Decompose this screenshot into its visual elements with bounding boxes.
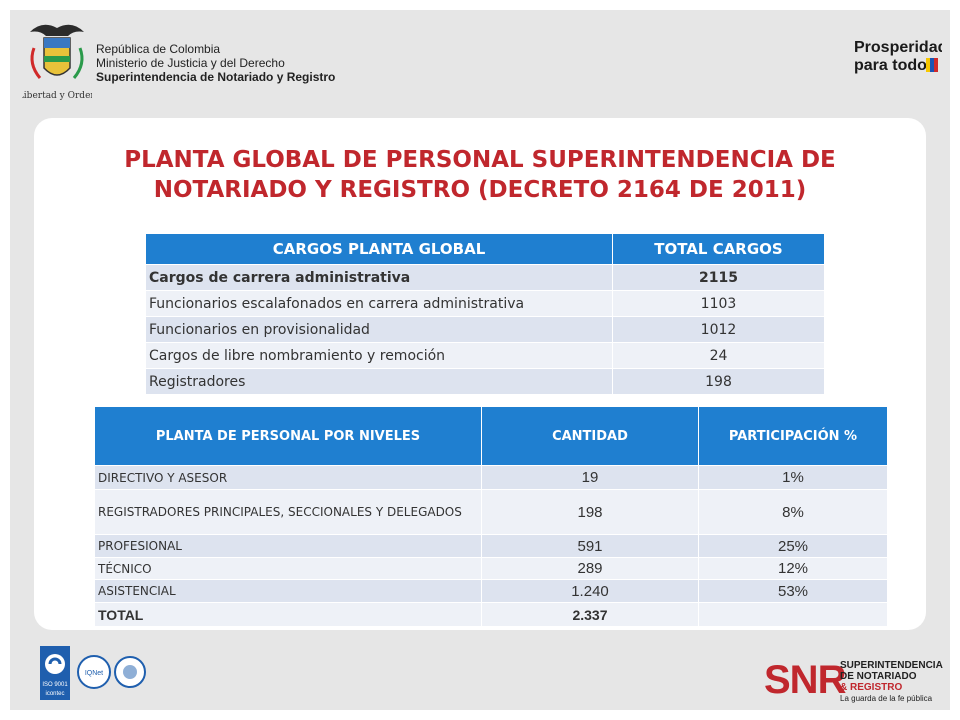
level-quantity: 1.240: [481, 579, 699, 603]
table-row: ASISTENCIAL 1.240 53%: [94, 579, 888, 603]
table-row: Cargos de carrera administrativa 2115: [145, 264, 825, 291]
gov-line-2: Ministerio de Justicia y del Derecho: [96, 56, 285, 70]
cert-iso-label: ISO 9001: [42, 682, 68, 688]
iqnet-icon: [77, 655, 111, 689]
level-name: DIRECTIVO Y ASESOR: [94, 465, 482, 490]
table2-header-quantity: CANTIDAD: [481, 406, 699, 466]
staff-levels-table: PLANTA DE PERSONAL POR NIVELES CANTIDAD …: [94, 406, 888, 627]
level-quantity: 19: [481, 465, 699, 490]
snr-tagline: La guarda de la fe pública: [840, 694, 933, 703]
total-label: TOTAL: [94, 602, 482, 627]
snr-acronym: SNR: [764, 658, 846, 702]
cert-iqnet-label: IQNet: [85, 670, 103, 677]
coat-of-arms-icon: Libertad y Orden: [22, 24, 92, 101]
row-label: Cargos de carrera administrativa: [145, 264, 613, 291]
level-quantity: 591: [481, 534, 699, 558]
row-label: Funcionarios en provisionalidad: [145, 316, 613, 343]
level-percentage: 12%: [698, 557, 888, 580]
table-row: TÉCNICO 289 12%: [94, 557, 888, 580]
level-percentage: 25%: [698, 534, 888, 558]
row-value: 198: [612, 368, 825, 395]
level-percentage: 53%: [698, 579, 888, 603]
table-row: REGISTRADORES PRINCIPALES, SECCIONALES Y…: [94, 489, 888, 535]
snr-text-block: SUPERINTENDENCIA DE NOTARIADO & REGISTRO…: [840, 660, 950, 704]
cert-icontec-label: icontec: [45, 691, 64, 697]
page-title: PLANTA GLOBAL DE PERSONAL SUPERINTENDENC…: [40, 145, 920, 205]
table-row: Registradores 198: [145, 368, 825, 395]
row-value: 1103: [612, 290, 825, 317]
gov-line-1: República de Colombia: [96, 42, 221, 56]
snr-line-3: & REGISTRO: [840, 682, 903, 693]
table-total-row: TOTAL 2.337: [94, 602, 888, 627]
row-value: 2115: [612, 264, 825, 291]
prosperidad-line2: para todos: [854, 57, 936, 74]
total-percentage: [698, 602, 888, 627]
level-percentage: 1%: [698, 465, 888, 490]
government-lines: República de Colombia Ministerio de Just…: [96, 42, 335, 84]
row-label: Registradores: [145, 368, 613, 395]
title-line-2: NOTARIADO Y REGISTRO (DECRETO 2164 DE 20…: [153, 177, 807, 203]
table-row: Funcionarios en provisionalidad 1012: [145, 316, 825, 343]
snr-line-2: DE NOTARIADO: [840, 671, 917, 682]
table1-header-total: TOTAL CARGOS: [612, 233, 825, 265]
prosperidad-line1: Prosperidad: [854, 39, 942, 56]
table-row: Funcionarios escalafonados en carrera ad…: [145, 290, 825, 317]
row-value: 24: [612, 342, 825, 369]
table-row: PROFESIONAL 591 25%: [94, 534, 888, 558]
level-name: ASISTENCIAL: [94, 579, 482, 603]
gov-line-3: Superintendencia de Notariado y Registro: [96, 70, 336, 84]
row-label: Cargos de libre nombramiento y remoción: [145, 342, 613, 369]
level-name: REGISTRADORES PRINCIPALES, SECCIONALES Y…: [94, 489, 482, 535]
table2-header-levels: PLANTA DE PERSONAL POR NIVELES: [94, 406, 482, 466]
global-positions-table: CARGOS PLANTA GLOBAL TOTAL CARGOS Cargos…: [145, 233, 825, 395]
prosperidad-logo: Prosperidad para todos: [854, 39, 942, 74]
total-quantity: 2.337: [481, 602, 699, 627]
coat-caption: Libertad y Orden: [22, 91, 92, 101]
level-name: TÉCNICO: [94, 557, 482, 580]
table1-header-positions: CARGOS PLANTA GLOBAL: [145, 233, 613, 265]
table-row: DIRECTIVO Y ASESOR 19 1%: [94, 465, 888, 490]
level-percentage: 8%: [698, 489, 888, 535]
level-quantity: 289: [481, 557, 699, 580]
row-value: 1012: [612, 316, 825, 343]
row-label: Funcionarios escalafonados en carrera ad…: [145, 290, 613, 317]
level-name: PROFESIONAL: [94, 534, 482, 558]
table2-header-participation: PARTICIPACIÓN %: [698, 406, 888, 466]
level-quantity: 198: [481, 489, 699, 535]
table-row: Cargos de libre nombramiento y remoción …: [145, 342, 825, 369]
certification-logos: ISO 9001 icontec IQNet: [40, 646, 146, 700]
title-line-1: PLANTA GLOBAL DE PERSONAL SUPERINTENDENC…: [124, 147, 836, 173]
snr-line-1: SUPERINTENDENCIA: [840, 660, 943, 671]
